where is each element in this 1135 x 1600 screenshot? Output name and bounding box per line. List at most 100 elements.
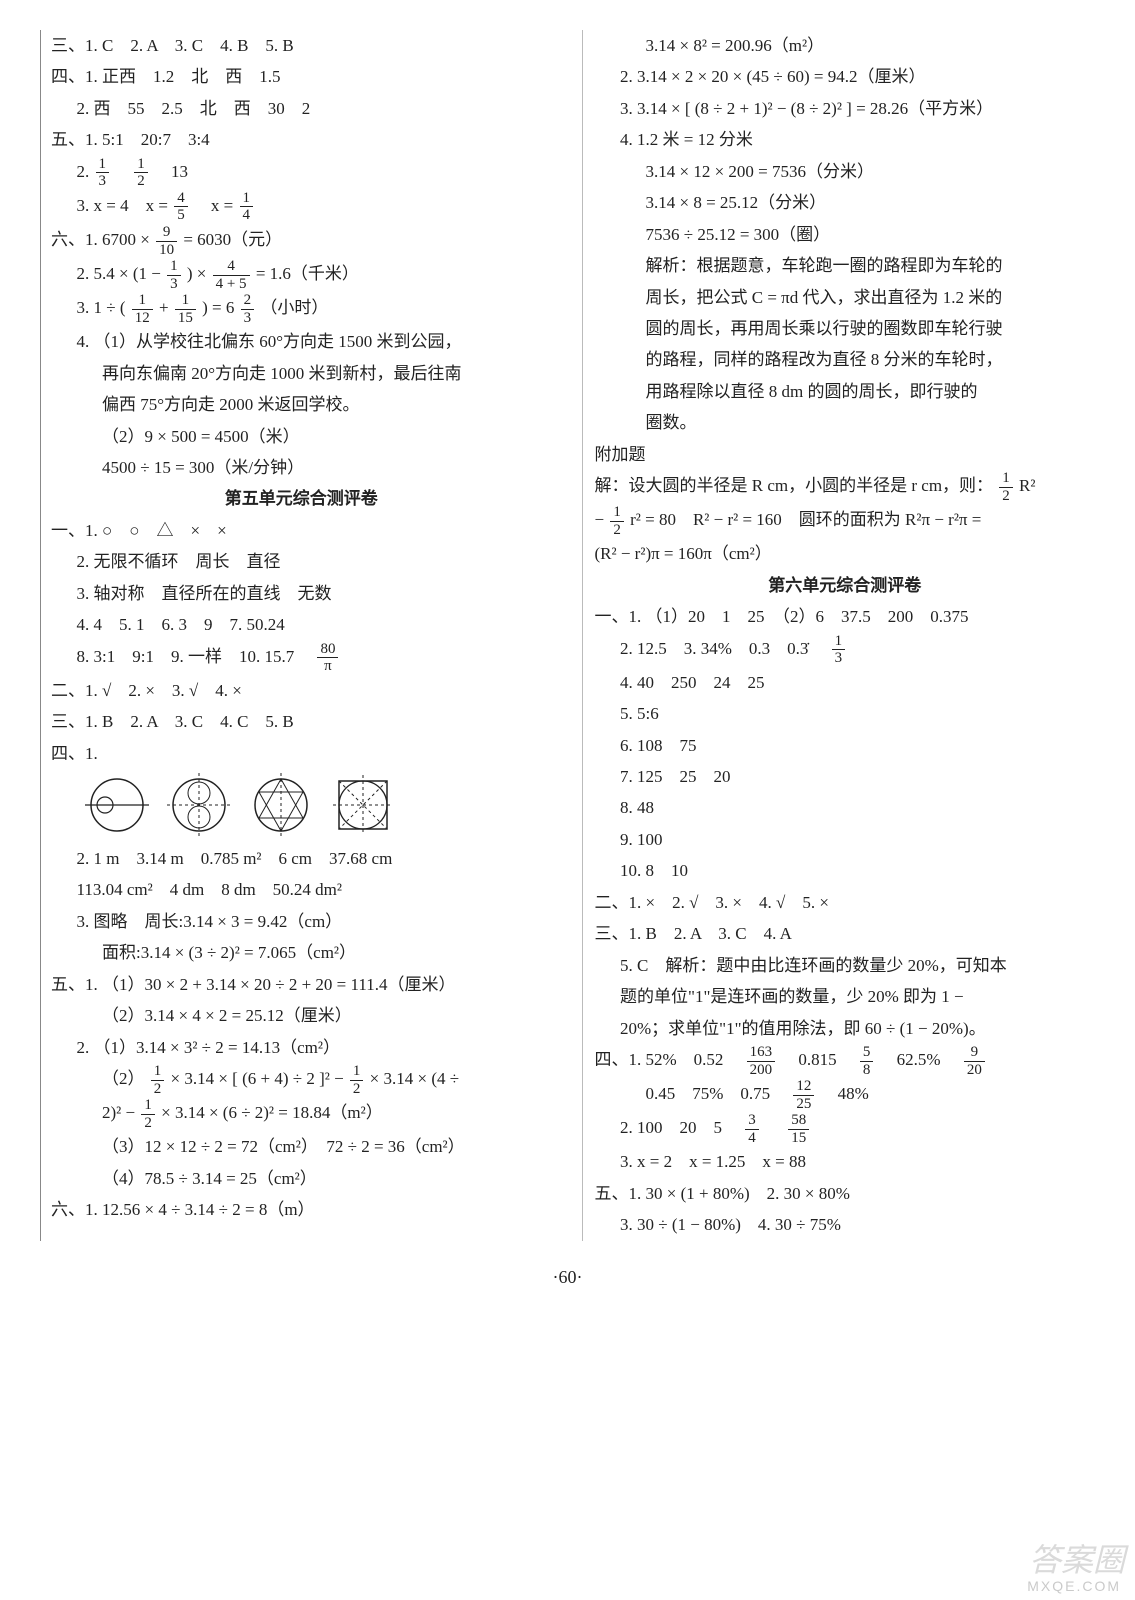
text-line: （4）78.5 ÷ 3.14 = 25（cm²） — [51, 1163, 552, 1194]
fraction: 910 — [156, 224, 177, 258]
text-line: 6. 108 75 — [595, 730, 1096, 761]
diagram-4-icon — [331, 773, 395, 837]
fraction: 80π — [317, 641, 338, 675]
text-line: （2）3.14 × 4 × 2 = 25.12（厘米） — [51, 1000, 552, 1031]
fraction: 1225 — [793, 1078, 814, 1112]
text-line: 5. 5:6 — [595, 698, 1096, 729]
text-line: 的路程，同样的路程改为直径 8 分米的车轮时， — [595, 344, 1096, 375]
text: x = — [194, 196, 238, 215]
text-line: 2. 13 12 13 — [51, 156, 552, 190]
text-line: （2）9 × 500 = 4500（米） — [51, 421, 552, 452]
text-line: 一、1. （1）20 1 25 （2）6 37.5 200 0.375 — [595, 601, 1096, 632]
fraction: 163200 — [747, 1044, 776, 1078]
diagram-1-icon — [85, 773, 149, 837]
fraction: 13 — [96, 156, 110, 190]
text: 解：设大圆的半径是 R cm，小圆的半径是 r cm，则： — [595, 476, 994, 495]
text-line: 四、1. — [51, 738, 552, 769]
text-line: 三、1. C 2. A 3. C 4. B 5. B — [51, 30, 552, 61]
text-line: 2. 100 20 5 34 5815 — [595, 1112, 1096, 1146]
fraction: 920 — [964, 1044, 985, 1078]
text: + — [159, 298, 173, 317]
section-heading: 第五单元综合测评卷 — [51, 483, 552, 514]
text-line: 4. 4 5. 1 6. 3 9 7. 50.24 — [51, 609, 552, 640]
text: 2)² − — [102, 1103, 139, 1122]
text-line: 五、1. （1）30 × 2 + 3.14 × 20 ÷ 2 + 20 = 11… — [51, 969, 552, 1000]
two-column-layout: 三、1. C 2. A 3. C 4. B 5. B 四、1. 正西 1.2 北… — [40, 30, 1095, 1241]
text-line: 2. 5.4 × (1 − 13 ) × 44 + 5 = 1.6（千米） — [51, 258, 552, 292]
text-line: (R² − r²)π = 160π（cm²） — [595, 538, 1096, 569]
text-line: 4. 1.2 米 = 12 分米 — [595, 124, 1096, 155]
diagram-3-icon — [249, 773, 313, 837]
left-column: 三、1. C 2. A 3. C 4. B 5. B 四、1. 正西 1.2 北… — [40, 30, 552, 1241]
text-line: 7536 ÷ 25.12 = 300（圈） — [595, 219, 1096, 250]
text: 62.5% — [880, 1050, 958, 1069]
text-line: 再向东偏南 20°方向走 1000 米到新村，最后往南 — [51, 358, 552, 389]
text-line: 2. 12.5 3. 34% 0.3 0.3̇ 13 — [595, 633, 1096, 667]
text-line: 圈数。 — [595, 407, 1096, 438]
text-line: 用路程除以直径 8 dm 的圆的周长，即行驶的 — [595, 376, 1096, 407]
text: 2. 100 20 5 — [620, 1118, 739, 1137]
text-line: 题的单位"1"是连环画的数量，少 20% 即为 1 − — [595, 981, 1096, 1012]
text-line: 8. 3:1 9:1 9. 一样 10. 15.7 80π — [51, 641, 552, 675]
text: 48% — [821, 1084, 869, 1103]
fraction: 115 — [175, 292, 196, 326]
text-line: 3. 轴对称 直径所在的直线 无数 — [51, 578, 552, 609]
watermark-icon: 答案圈 — [1029, 1531, 1125, 1590]
text-line: 4. （1）从学校往北偏东 60°方向走 1500 米到公园， — [51, 326, 552, 357]
text: − — [595, 510, 609, 529]
text-line: 2. 3.14 × 2 × 20 × (45 ÷ 60) = 94.2（厘米） — [595, 61, 1096, 92]
text: 四、1. 52% 0.52 — [595, 1050, 741, 1069]
text-line: 四、1. 正西 1.2 北 西 1.5 — [51, 61, 552, 92]
fraction: 44 + 5 — [213, 258, 250, 292]
text-line: 二、1. × 2. √ 3. × 4. √ 5. × — [595, 887, 1096, 918]
text: 13 — [154, 162, 188, 181]
text-line: 附加题 — [595, 439, 1096, 470]
text-line: 五、1. 30 × (1 + 80%) 2. 30 × 80% — [595, 1178, 1096, 1209]
text: × 3.14 × (4 ÷ — [370, 1069, 459, 1088]
text-line: 面积:3.14 × (3 ÷ 2)² = 7.065（cm²） — [51, 937, 552, 968]
text-line: 六、1. 6700 × 910 = 6030（元） — [51, 224, 552, 258]
text: 8. 3:1 9:1 9. 一样 10. 15.7 — [77, 647, 312, 666]
text-line: 2)² − 12 × 3.14 × (6 ÷ 2)² = 18.84（m²） — [51, 1097, 552, 1131]
fraction: 45 — [174, 190, 188, 224]
text-line: （2） 12 × 3.14 × [ (6 + 4) ÷ 2 ]² − 12 × … — [51, 1063, 552, 1097]
text-line: （3）12 × 12 ÷ 2 = 72（cm²） 72 ÷ 2 = 36（cm²… — [51, 1131, 552, 1162]
text: = 6030（元） — [183, 230, 282, 249]
section-heading: 第六单元综合测评卷 — [595, 570, 1096, 601]
text-line: 一、1. ○ ○ △ × × — [51, 515, 552, 546]
text-line: 解：设大圆的半径是 R cm，小圆的半径是 r cm，则： 12 R² — [595, 470, 1096, 504]
text-line: 4. 40 250 24 25 — [595, 667, 1096, 698]
text-line: 解析：根据题意，车轮跑一圈的路程即为车轮的 — [595, 250, 1096, 281]
text-line: 二、1. √ 2. × 3. √ 4. × — [51, 675, 552, 706]
text: 2. 12.5 3. 34% 0.3 0.3̇ — [620, 639, 825, 658]
text-line: 113.04 cm² 4 dm 8 dm 50.24 dm² — [51, 874, 552, 905]
fraction: 34 — [745, 1112, 759, 1146]
text: 六、1. 6700 × — [51, 230, 154, 249]
text: 0.815 — [781, 1050, 853, 1069]
right-column: 3.14 × 8² = 200.96（m²） 2. 3.14 × 2 × 20 … — [582, 30, 1096, 1241]
text: （小时） — [260, 298, 328, 317]
fraction: 12 — [141, 1097, 155, 1131]
text-line: 3. x = 2 x = 1.25 x = 88 — [595, 1146, 1096, 1177]
text-line: 5. C 解析：题中由比连环画的数量少 20%，可知本 — [595, 950, 1096, 981]
text-line: 六、1. 12.56 × 4 ÷ 3.14 ÷ 2 = 8（m） — [51, 1194, 552, 1225]
text: ) = 6 — [202, 298, 239, 317]
text-line: 2. 西 55 2.5 北 西 30 2 — [51, 93, 552, 124]
text-line: 7. 125 25 20 — [595, 761, 1096, 792]
text: ) × — [187, 264, 211, 283]
text-line: 圆的周长，再用周长乘以行驶的圈数即车轮行驶 — [595, 313, 1096, 344]
text-line: 9. 100 — [595, 824, 1096, 855]
fraction: 12 — [350, 1063, 364, 1097]
text-line: 周长，把公式 C = πd 代入，求出直径为 1.2 米的 — [595, 282, 1096, 313]
fraction: 5815 — [788, 1112, 809, 1146]
text: （2） — [102, 1069, 145, 1088]
text-line: 4500 ÷ 15 = 300（米/分钟） — [51, 452, 552, 483]
text-line: 3.14 × 8 = 25.12（分米） — [595, 187, 1096, 218]
text-line: 三、1. B 2. A 3. C 4. A — [595, 918, 1096, 949]
text: × 3.14 × [ (6 + 4) ÷ 2 ]² − — [171, 1069, 348, 1088]
text-line: 四、1. 52% 0.52 163200 0.815 58 62.5% 920 — [595, 1044, 1096, 1078]
text-line: − 12 r² = 80 R² − r² = 160 圆环的面积为 R²π − … — [595, 504, 1096, 538]
text: = 1.6（千米） — [256, 264, 359, 283]
text: 3. 1 ÷ ( — [77, 298, 130, 317]
text-line: 2. （1）3.14 × 3² ÷ 2 = 14.13（cm²） — [51, 1032, 552, 1063]
